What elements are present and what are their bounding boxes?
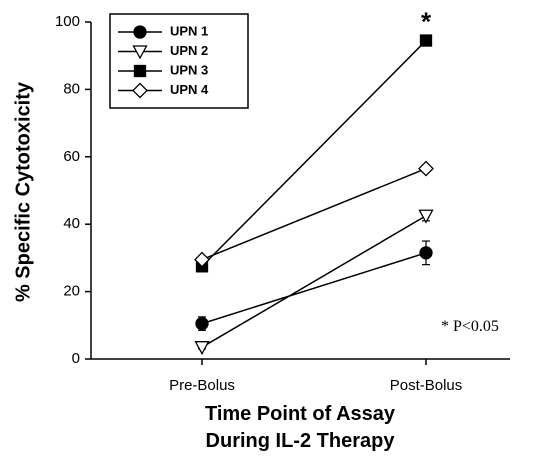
legend-label: UPN 1: [170, 23, 208, 38]
series-upn-2: [194, 209, 434, 356]
series-upn-4: [194, 160, 434, 268]
x-ticks: Pre-Bolus Post-Bolus: [169, 359, 462, 394]
y-tick-label: 40: [63, 215, 80, 232]
y-tick-label: 20: [63, 283, 80, 300]
series-upn-1: [195, 240, 433, 331]
legend-label: UPN 3: [170, 62, 208, 77]
data-point: [194, 341, 210, 356]
significance-star: *: [421, 7, 432, 37]
legend-label: UPN 4: [170, 82, 209, 97]
y-tick-label: 100: [55, 13, 80, 30]
legend-item: UPN 1: [118, 23, 208, 39]
p-value-annotation: * P<0.05: [441, 318, 499, 335]
x-axis-title-line-1: Time Point of Assay: [205, 403, 396, 425]
data-point: [418, 209, 434, 224]
y-axis-title: % Specific Cytotoxicity: [12, 81, 34, 302]
x-axis-title-line-2: During IL-2 Therapy: [206, 430, 396, 452]
series-line: [201, 40, 427, 267]
data-point: [419, 34, 433, 47]
y-ticks: 0 20 40 60 80 100: [55, 13, 91, 367]
x-tick-label: Post-Bolus: [390, 377, 463, 394]
legend-label: UPN 2: [170, 43, 208, 58]
legend-marker: [133, 25, 147, 39]
legend-item: UPN 2: [118, 43, 208, 60]
legend-marker: [132, 82, 148, 99]
legend-marker: [132, 45, 148, 60]
legend-box: [109, 13, 249, 109]
series-line: [201, 252, 427, 325]
legend-item: UPN 4: [118, 82, 209, 99]
series-line: [201, 167, 427, 261]
data-point: [419, 246, 433, 260]
series-line: [201, 215, 427, 348]
legend-item: UPN 3: [118, 62, 208, 77]
legend: UPN 1 UPN 2 UPN 3 UPN 4: [109, 13, 249, 109]
data-point: [418, 160, 434, 177]
y-tick-label: 80: [63, 80, 80, 97]
series-layer: [194, 34, 434, 356]
x-tick-label: Pre-Bolus: [169, 377, 235, 394]
data-point: [195, 316, 209, 331]
y-tick-label: 0: [72, 350, 80, 367]
legend-marker: [133, 64, 147, 78]
data-point: [194, 251, 210, 268]
y-tick-label: 60: [63, 148, 80, 165]
